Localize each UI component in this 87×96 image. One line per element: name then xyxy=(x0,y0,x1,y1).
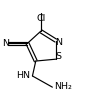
Text: S: S xyxy=(56,52,62,61)
Text: Cl: Cl xyxy=(36,14,45,23)
Text: HN: HN xyxy=(16,71,30,79)
Text: N: N xyxy=(2,39,9,48)
Text: N: N xyxy=(55,38,62,47)
Text: NH₂: NH₂ xyxy=(54,82,72,91)
